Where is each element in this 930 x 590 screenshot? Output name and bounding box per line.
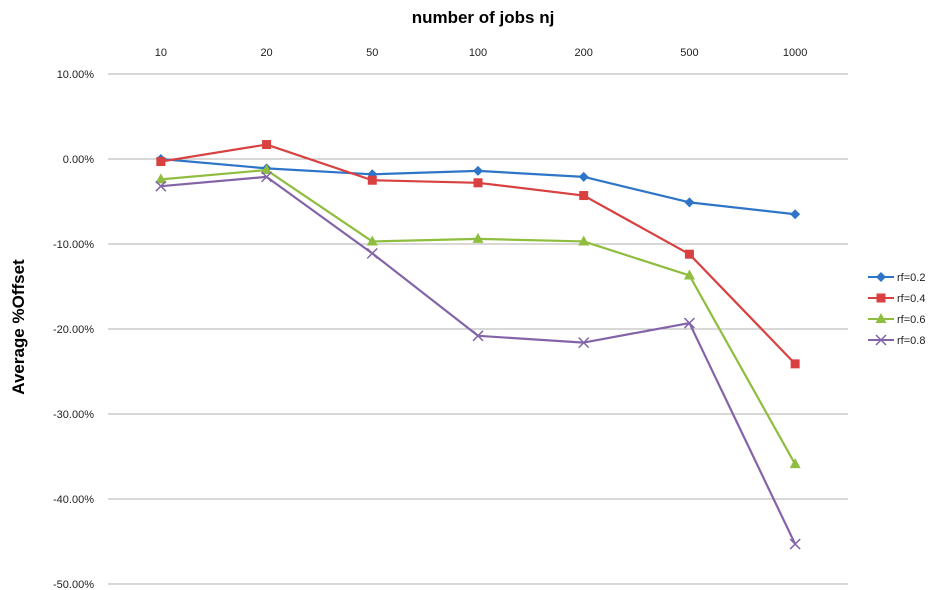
data-point [156,157,166,167]
y-tick-label: -10.00% [53,239,94,251]
legend: rf=0.2 rf=0.4 rf=0.6 rf=0.8 [868,272,925,347]
data-point [790,359,800,369]
x-axis-ticks: 10 20 50 100 200 500 1000 [155,47,808,59]
data-point [472,232,484,243]
y-axis-ticks: 10.00% 0.00% -10.00% -20.00% -30.00% -40.00% -… [53,69,94,590]
legend-item: rf=0.4 [868,293,925,305]
gridlines [108,73,848,585]
x-tick-label: 100 [469,47,487,59]
x-tick-label: 50 [366,47,378,59]
data-point [261,164,273,175]
data-point [579,191,589,201]
data-point [366,247,378,259]
y-tick-label: -50.00% [53,579,94,590]
data-point [683,317,695,329]
data-point [578,235,590,246]
x-marker-stroke [366,247,378,259]
legend-item: rf=0.2 [868,272,925,284]
legend-label: rf=0.6 [897,314,925,326]
x-marker-stroke [789,538,801,550]
legend-item: rf=0.8 [868,334,925,347]
x-tick-label: 200 [575,47,593,59]
series-4 [155,171,801,550]
legend-marker [875,334,887,346]
data-point [578,171,589,182]
x-tick-label: 20 [260,47,272,59]
series-3 [155,164,801,469]
data-point [684,197,695,208]
x-axis-title: number of jobs nj [412,8,555,27]
y-tick-label: 0.00% [63,154,94,166]
legend-item: rf=0.6 [868,313,925,326]
legend-label: rf=0.4 [897,293,925,305]
series-line [160,168,797,465]
legend-label: rf=0.2 [897,272,925,284]
data-point [261,171,273,183]
series-line [160,175,797,545]
data-point [155,180,167,192]
data-point [789,458,801,469]
data-point [473,165,483,176]
legend-marker [876,293,886,303]
data-point [683,269,695,280]
y-tick-label: 10.00% [57,69,95,81]
x-marker-stroke [683,317,695,329]
y-tick-label: -30.00% [53,409,94,421]
legend-marker [875,313,887,323]
y-tick-label: -40.00% [53,494,94,506]
y-axis-title-group: Average %Offset [9,259,28,395]
x-marker-stroke [875,334,887,346]
series-2 [156,140,800,369]
y-axis-title: Average %Offset [9,259,28,395]
data-point [262,140,272,150]
data-point [472,330,484,342]
legend-label: rf=0.8 [897,335,925,347]
x-marker-stroke [261,171,273,183]
data-point [155,173,167,184]
data-point [367,175,377,185]
x-tick-label: 500 [680,47,698,59]
series-group [155,140,801,550]
legend-marker [876,272,886,282]
data-point [790,209,801,220]
x-marker-stroke [472,330,484,342]
data-point [789,538,801,550]
y-tick-label: -20.00% [53,324,94,336]
data-point [684,249,694,259]
x-tick-label: 10 [155,47,167,59]
x-marker-stroke [155,180,167,192]
data-point [473,178,483,188]
data-point [578,337,590,349]
x-marker-stroke [578,337,590,349]
x-tick-label: 1000 [783,47,807,59]
data-point [366,235,378,246]
